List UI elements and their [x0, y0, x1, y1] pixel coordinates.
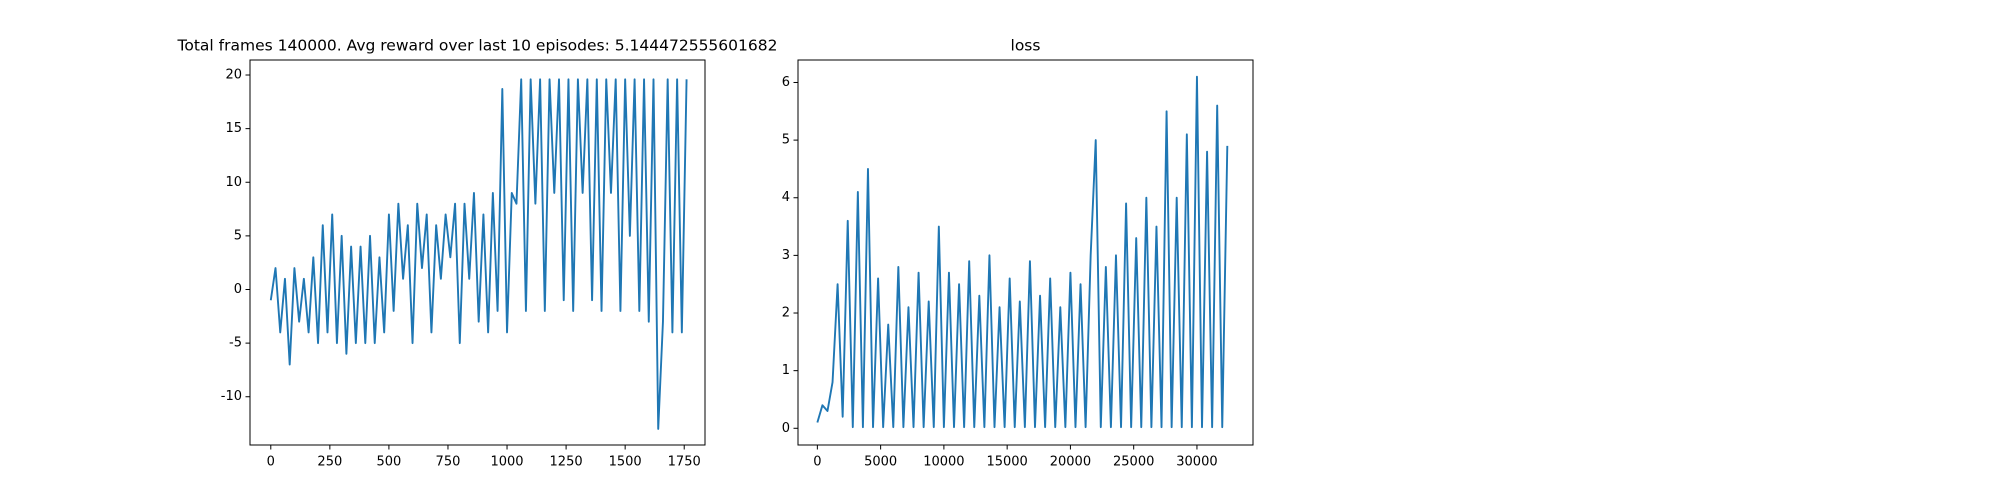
x-tick-label: 15000: [986, 455, 1027, 470]
x-tick-label: 1500: [609, 455, 642, 470]
x-tick-label: 1750: [668, 455, 701, 470]
x-tick-label: 1000: [490, 455, 523, 470]
y-tick-label: -10: [221, 389, 242, 404]
x-tick-label: 0: [267, 455, 275, 470]
y-tick-label: 4: [782, 190, 790, 205]
x-tick-label: 30000: [1176, 455, 1217, 470]
y-tick-label: 1: [782, 363, 790, 378]
y-tick-label: 5: [234, 228, 242, 243]
x-tick-label: 0: [813, 455, 821, 470]
y-tick-label: 2: [782, 306, 790, 321]
y-tick-label: 0: [234, 282, 242, 297]
x-tick-label: 5000: [864, 455, 897, 470]
x-tick-label: 500: [376, 455, 401, 470]
x-tick-label: 10000: [923, 455, 964, 470]
data-line: [816, 75, 1229, 429]
x-tick-label: 750: [436, 455, 461, 470]
y-tick-label: 5: [782, 133, 790, 148]
axes-frame: [797, 59, 1254, 446]
x-tick-label: 20000: [1050, 455, 1091, 470]
y-tick-label: 10: [225, 175, 242, 190]
y-tick-label: -5: [229, 336, 242, 351]
y-tick-label: 20: [225, 68, 242, 83]
y-tick-label: 0: [782, 421, 790, 436]
chart-title: loss: [1011, 37, 1041, 55]
chart-title: Total frames 140000. Avg reward over las…: [177, 37, 778, 55]
y-tick-label: 15: [225, 121, 242, 136]
x-tick-label: 25000: [1113, 455, 1154, 470]
data-line: [269, 78, 688, 430]
y-tick-label: 6: [782, 75, 790, 90]
x-tick-label: 250: [317, 455, 342, 470]
x-tick-label: 1250: [550, 455, 583, 470]
axes-frame: [249, 59, 706, 446]
y-tick-label: 3: [782, 248, 790, 263]
